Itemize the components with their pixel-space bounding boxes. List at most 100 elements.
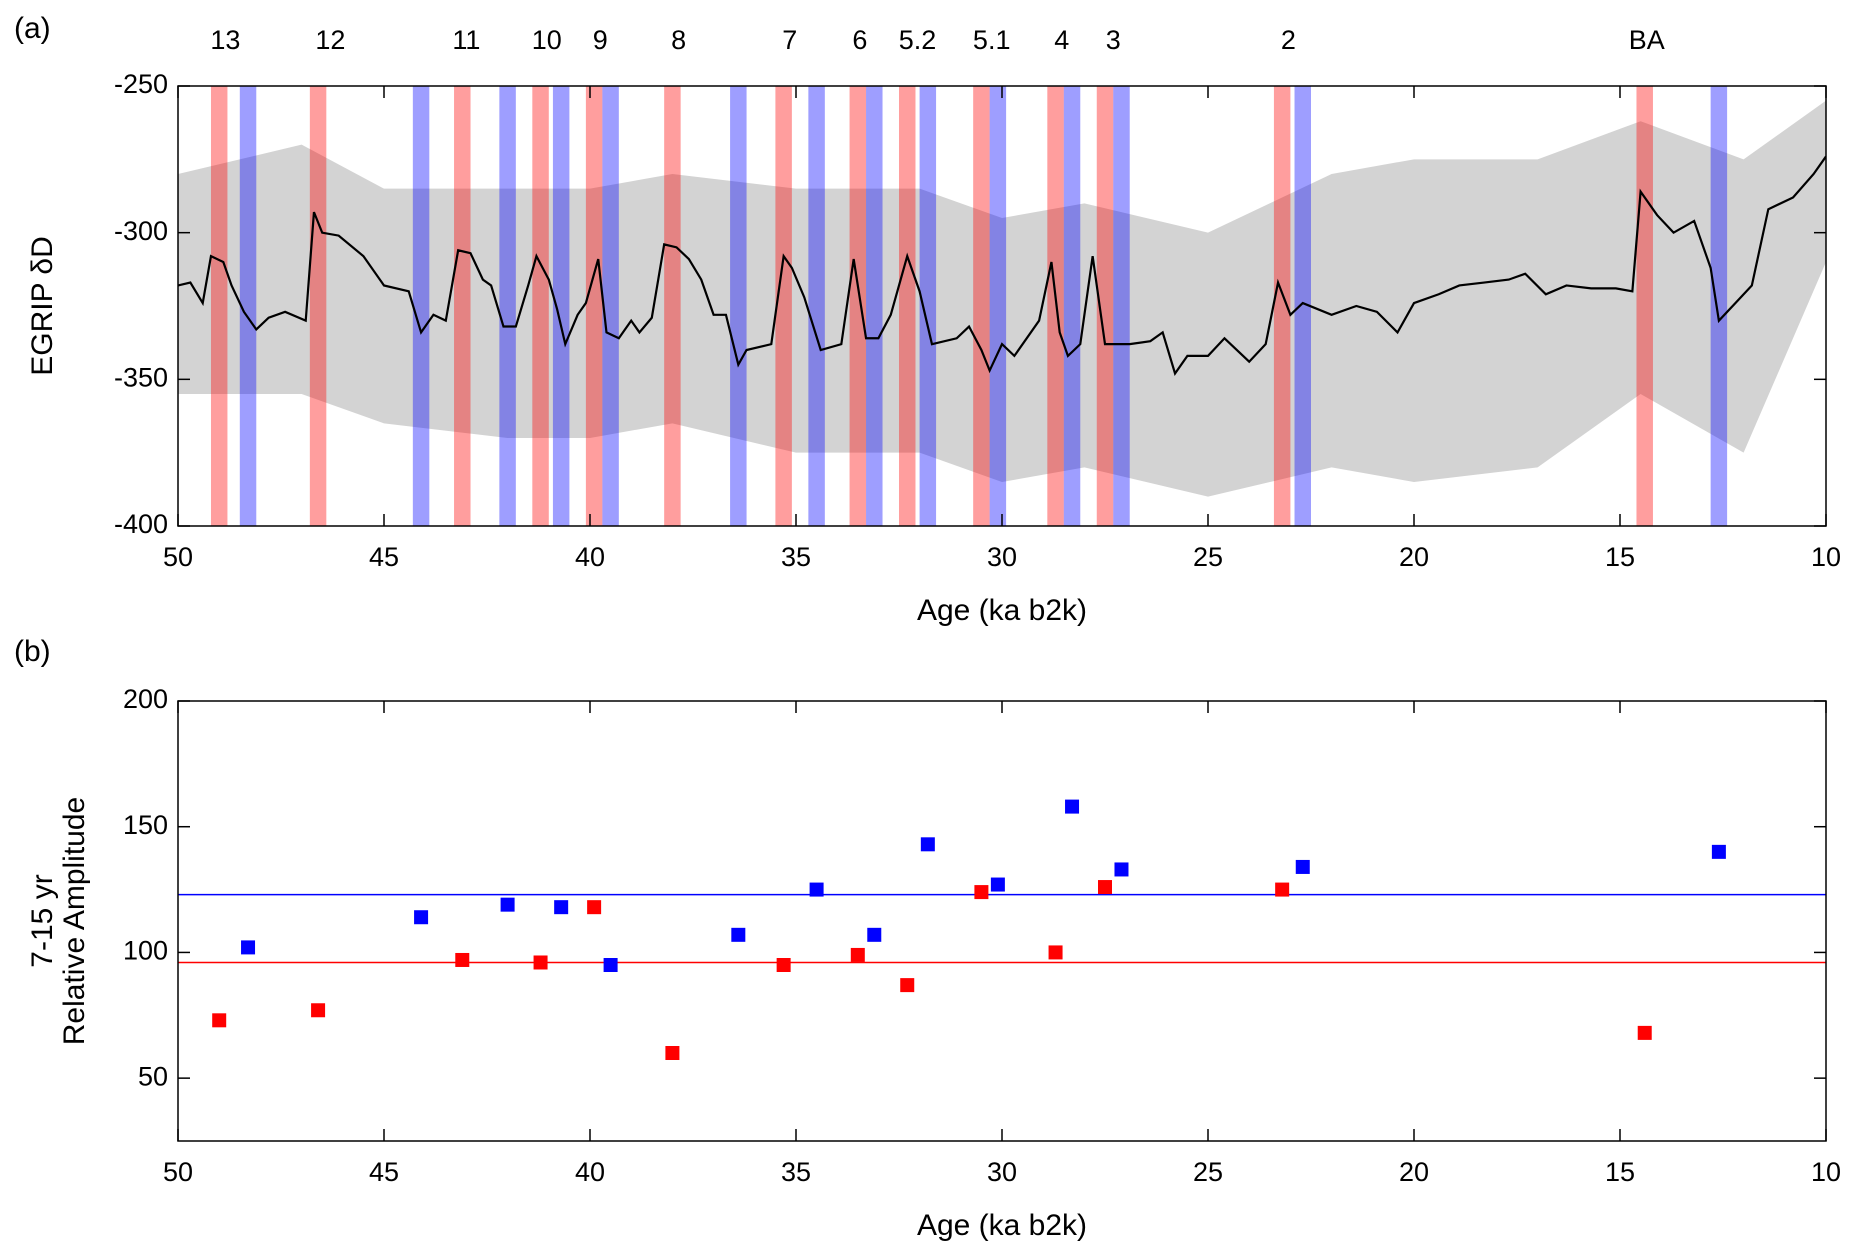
event-band (1096, 86, 1114, 526)
point (1275, 882, 1290, 897)
x-tick-label: 40 (575, 542, 605, 572)
point (1048, 945, 1063, 960)
point (850, 947, 865, 962)
event-band (210, 86, 228, 526)
point (603, 958, 618, 972)
point (587, 900, 602, 915)
point (974, 885, 989, 900)
x-tick-label: 15 (1605, 1157, 1635, 1187)
event-label: 2 (1281, 25, 1296, 55)
point (455, 952, 470, 967)
y-tick-label: 150 (123, 810, 168, 840)
point (731, 927, 746, 942)
x-tick-label: 20 (1399, 542, 1429, 572)
point (1065, 799, 1080, 814)
y-tick-label: 100 (123, 936, 168, 966)
event-label: 3 (1106, 25, 1121, 55)
y-axis-label: 7-15 yr (26, 874, 59, 967)
x-tick-label: 50 (163, 542, 193, 572)
x-tick-label: 20 (1399, 1157, 1429, 1187)
x-axis-label: Age (ka b2k) (917, 594, 1087, 627)
point (554, 900, 569, 915)
event-band (1636, 86, 1653, 526)
event-band (585, 86, 603, 526)
point (665, 1046, 680, 1060)
panel: (a) 13 12 11 10 9 8 7 6 5.2 5.1 4 3 2 BA 50 45 40 35 30 25 20… (14, 12, 1841, 627)
plot-area (178, 86, 1826, 526)
y-axis-label: EGRIP δD (26, 236, 59, 376)
event-label: 11 (452, 25, 480, 55)
event-band (552, 86, 570, 526)
y-tick-label: 50 (138, 1061, 168, 1091)
point (1114, 862, 1129, 877)
event-label: 6 (852, 25, 867, 55)
event-band (454, 86, 471, 526)
event-label: 5.1 (973, 25, 1011, 55)
x-tick-label: 35 (781, 542, 811, 572)
event-band (989, 86, 1007, 526)
event-label: 9 (593, 25, 608, 55)
panel-label: (b) (14, 635, 51, 668)
smoothed-line (178, 155, 1826, 376)
event-label: 12 (315, 25, 345, 55)
x-tick-label: 10 (1811, 1157, 1841, 1187)
event-label: 4 (1054, 25, 1069, 55)
event-band (973, 86, 990, 526)
raw-envelope (178, 100, 1826, 497)
event-band (1710, 86, 1728, 526)
point (212, 1013, 227, 1028)
event-band (1063, 86, 1081, 526)
y-tick-label: -250 (114, 69, 168, 99)
event-label: 8 (671, 25, 686, 55)
point (311, 1003, 326, 1018)
event-band (664, 86, 681, 526)
point (920, 837, 935, 852)
point (1637, 1025, 1652, 1040)
event-band (866, 86, 883, 526)
x-tick-label: 35 (781, 1157, 811, 1187)
x-tick-label: 45 (369, 542, 399, 572)
x-tick-label: 45 (369, 1157, 399, 1187)
event-label: BA (1629, 25, 1665, 55)
event-label: 10 (532, 25, 562, 55)
plot-area (178, 799, 1826, 1060)
x-axis-label: Age (ka b2k) (917, 1209, 1087, 1242)
point (776, 958, 791, 972)
event-band (1113, 86, 1130, 526)
event-band (775, 86, 792, 526)
point (809, 882, 824, 897)
panel: (b) 50 45 40 35 30 25 20 15 10 50 100 150 200 Age (ka … (14, 635, 1841, 1242)
event-band (919, 86, 937, 526)
event-band (239, 86, 257, 526)
event-band (899, 86, 916, 526)
point (900, 978, 915, 993)
event-band (309, 86, 327, 526)
point (533, 955, 548, 970)
x-tick-label: 50 (163, 1157, 193, 1187)
event-band (499, 86, 516, 526)
point (1098, 880, 1112, 895)
event-band (602, 86, 619, 526)
x-tick-label: 30 (987, 1157, 1017, 1187)
x-tick-label: 30 (987, 542, 1017, 572)
x-tick-label: 15 (1605, 542, 1635, 572)
x-tick-label: 25 (1193, 1157, 1223, 1187)
point (241, 940, 256, 955)
point (414, 910, 429, 925)
y-tick-label: -300 (114, 216, 168, 246)
event-band (730, 86, 747, 526)
point (500, 897, 515, 912)
y-tick-label: -350 (114, 362, 168, 392)
event-label: 13 (210, 25, 240, 55)
x-tick-label: 25 (1193, 542, 1223, 572)
event-label: 5.2 (899, 25, 937, 55)
event-band (808, 86, 825, 526)
point (1295, 859, 1310, 874)
event-band (1273, 86, 1291, 526)
point (867, 927, 882, 942)
event-band (412, 86, 430, 526)
event-band (1294, 86, 1311, 526)
event-band (532, 86, 549, 526)
panel-label: (a) (14, 12, 51, 45)
